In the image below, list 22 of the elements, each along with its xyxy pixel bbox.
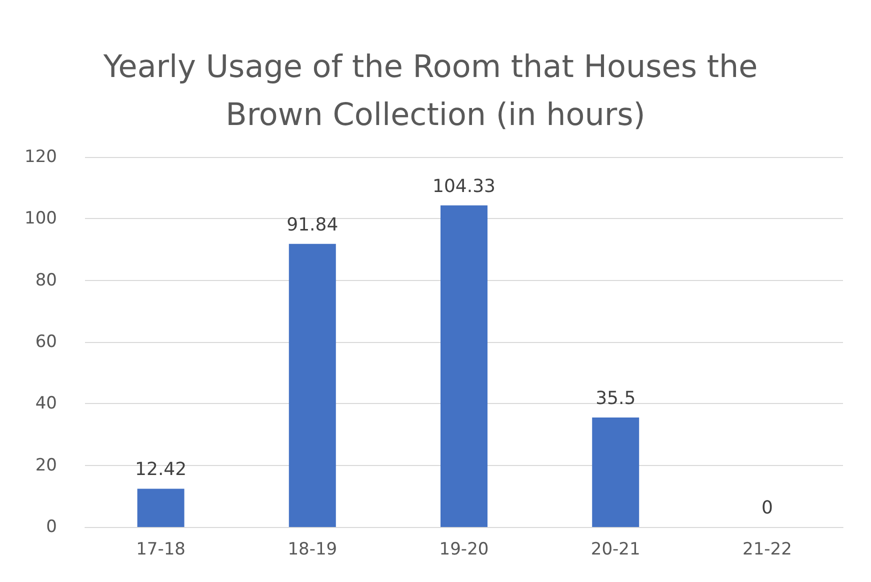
- bar: [592, 418, 640, 527]
- y-tick-label: 0: [46, 517, 57, 537]
- x-tick-label: 21-22: [742, 540, 792, 560]
- x-tick-label: 20-21: [590, 540, 640, 560]
- chart-title: Yearly Usage of the Room that Houses the Brown Collection (in hours): [102, 49, 768, 133]
- y-tick-label: 20: [35, 455, 57, 476]
- data-label: 91.84: [286, 214, 338, 236]
- bar: [440, 205, 488, 527]
- x-tick-label: 19-20: [439, 540, 489, 560]
- x-tick-label: 17-18: [136, 540, 186, 560]
- bar: [288, 244, 336, 527]
- data-label: 12.42: [135, 459, 187, 480]
- bar: [137, 488, 184, 527]
- data-label: 104.33: [432, 176, 496, 197]
- data-label: 35.5: [596, 388, 636, 410]
- y-tick-label: 120: [24, 147, 57, 167]
- y-tick-label: 60: [35, 332, 57, 352]
- y-tick-label: 80: [35, 270, 57, 290]
- y-tick-label: 40: [35, 394, 57, 414]
- data-label: 0: [761, 498, 773, 518]
- y-tick-label: 100: [24, 208, 57, 229]
- x-tick-label: 18-19: [288, 540, 338, 560]
